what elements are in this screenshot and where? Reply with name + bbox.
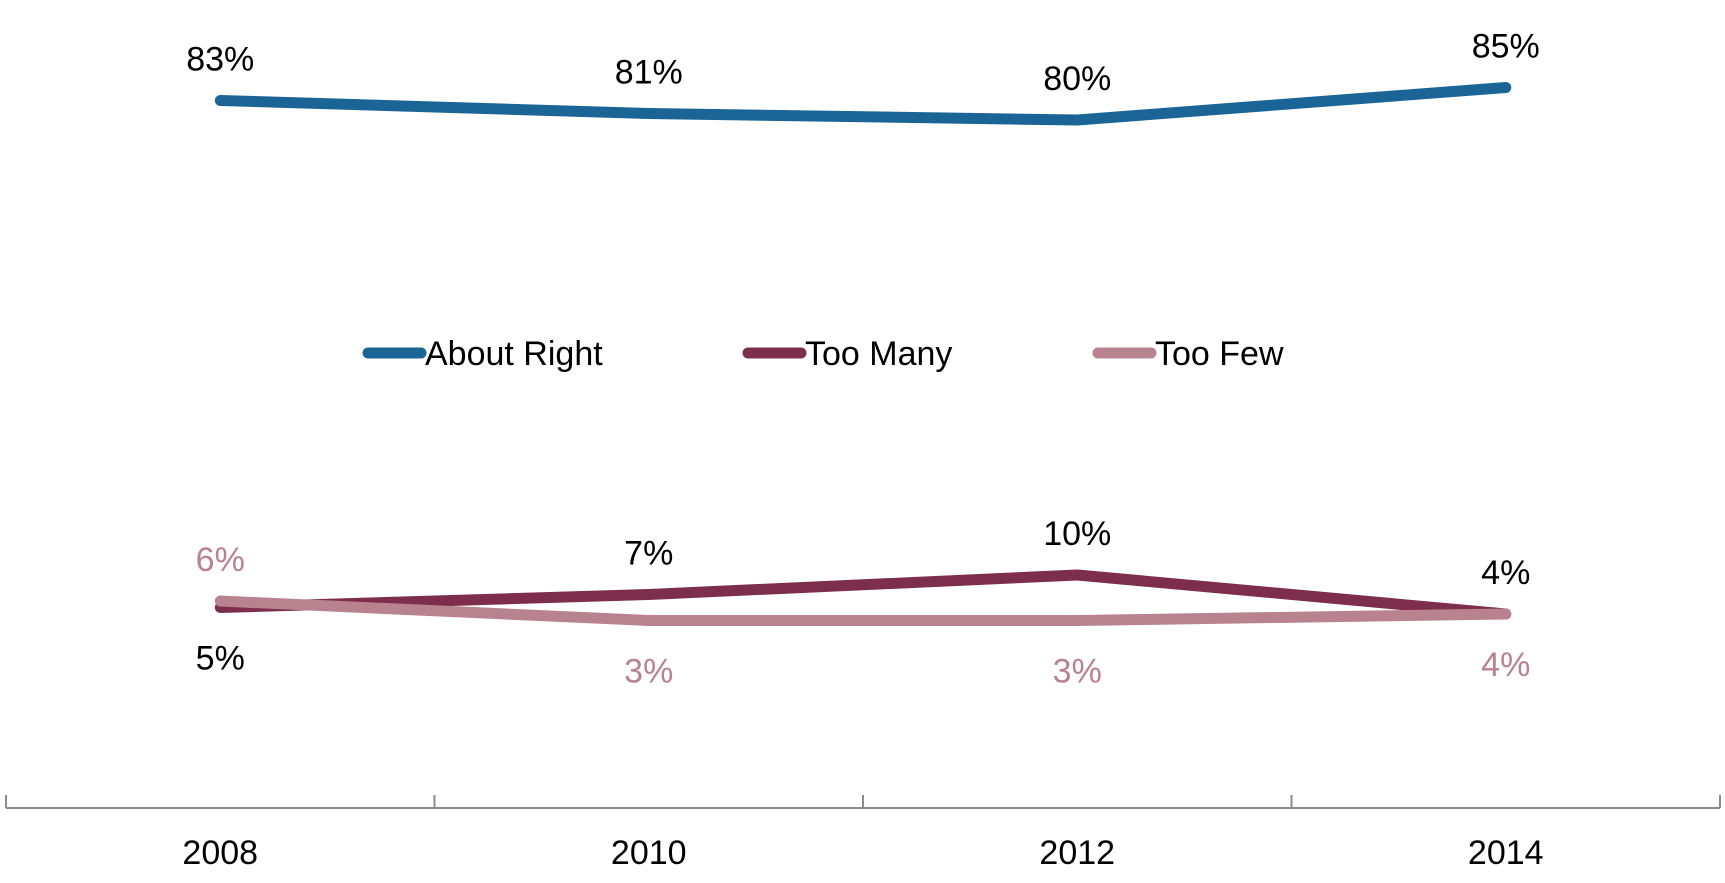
series-line-too-many [214,569,1512,620]
series-lines [214,82,1512,626]
data-labels: 83% 81% 80% 85% 5% 7% 10% 4% 6% 3% 3% 4% [186,28,1540,691]
x-tick-label: 2010 [611,834,687,872]
x-tick-label: 2012 [1039,834,1115,872]
legend: About Right Too Many Too Few [362,335,1284,373]
legend-label: Too Many [805,335,952,373]
data-label-too-many: 7% [624,535,673,573]
legend-label: About Right [425,335,603,373]
x-axis [5,795,1721,809]
data-label-too-few: 6% [196,541,245,579]
legend-label: Too Few [1155,335,1284,373]
data-label-about-right: 85% [1472,28,1540,66]
series-line-too-few [214,595,1512,626]
data-label-about-right: 83% [186,41,254,79]
x-tick-label: 2014 [1468,834,1544,872]
x-tick-label: 2008 [182,834,258,872]
data-label-too-few: 3% [1053,653,1102,691]
data-label-too-many: 10% [1043,515,1111,553]
x-tick-labels: 2008 2010 2012 2014 [182,834,1543,872]
data-label-too-few: 3% [624,653,673,691]
data-label-too-many: 4% [1481,554,1530,592]
data-label-too-few: 4% [1481,646,1530,684]
data-label-about-right: 81% [615,54,683,92]
data-label-about-right: 80% [1043,60,1111,98]
data-label-too-many: 5% [196,640,245,678]
series-line-about-right [214,82,1512,126]
